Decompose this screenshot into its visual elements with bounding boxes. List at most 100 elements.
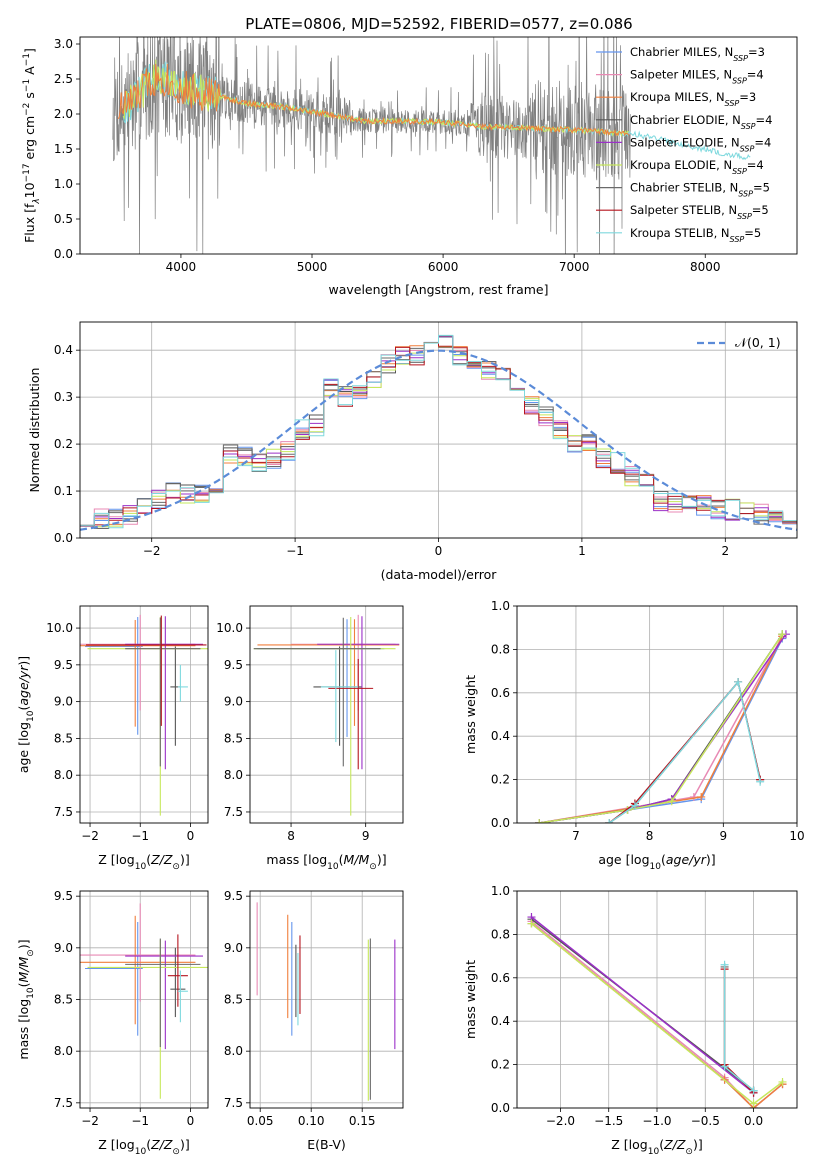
x-axis-label: mass [log10(M/M⊙)]: [266, 852, 386, 872]
y-tick-label: 7.5: [224, 1096, 243, 1110]
axes-frame: [79, 605, 209, 824]
legend-label-normal: 𝒩(0, 1): [735, 335, 781, 350]
x-axis-label: Z [log10(Z/Z⊙)]: [98, 852, 189, 872]
legend-label: Kroupa ELODIE, NSSP=4: [630, 158, 764, 176]
x-tick-label: 0: [435, 544, 443, 558]
plot-area: [80, 334, 797, 531]
plot-area: [256, 902, 396, 1101]
y-tick-label: 0.4: [491, 729, 510, 743]
x-tick-label: −1.5: [594, 1114, 623, 1128]
y-tick-label: 9.0: [54, 695, 73, 709]
y-tick-label: 0.8: [491, 642, 510, 656]
plot-area: [80, 614, 208, 816]
y-tick-label: 9.0: [54, 941, 73, 955]
y-tick-label: 8.0: [54, 768, 73, 782]
x-tick-label: 0: [187, 829, 195, 843]
axes-frame: [79, 36, 798, 255]
normal-curve-line: [80, 349, 797, 531]
y-tick-label: 0.0: [54, 531, 73, 545]
x-tick-label: −1: [131, 1114, 149, 1128]
x-tick-label: 10: [789, 829, 804, 843]
figure-title: PLATE=0806, MJD=52592, FIBERID=0577, z=0…: [245, 15, 632, 33]
x-axis-label: Z [log10(Z/Z⊙)]: [611, 1137, 702, 1157]
mass-weight-marker: [756, 777, 765, 786]
y-tick-label: 9.0: [224, 695, 243, 709]
axes-mass-vs-Z: −2 −1 0 7.5 8.0 8.5 9.0 9.5 Z [log10(Z/Z⊙)] mass …: [16, 889, 209, 1157]
x-tick-label: 4000: [166, 260, 197, 274]
y-tick-label: 1.0: [491, 884, 510, 898]
y-tick-label: 7.5: [224, 805, 243, 819]
x-tick-label: 5000: [297, 260, 328, 274]
y-tick-label: 0.6: [491, 971, 510, 985]
legend-label: Kroupa STELIB, NSSP=5: [630, 226, 761, 244]
mass-weight-line: [531, 916, 755, 1094]
x-tick-label: −2: [81, 1114, 99, 1128]
axes-frame: [249, 605, 404, 824]
histogram-step-line: [80, 334, 797, 529]
mass-weight-marker: [527, 919, 536, 928]
y-tick-label: 8.5: [54, 731, 73, 745]
x-tick-label: 9: [362, 829, 370, 843]
axes-age-vs-mass: 8 9 7.5 8.0 8.5 9.0 9.5 10.0 mass [log10(M/M⊙)]: [216, 605, 404, 872]
y-tick-label: 0.2: [54, 437, 73, 451]
y-tick-label: 1.5: [54, 142, 73, 156]
y-tick-label: 2.5: [54, 72, 73, 86]
y-tick-label: 8.5: [224, 993, 243, 1007]
x-tick-label: 0: [187, 1114, 195, 1128]
x-tick-label: −2.0: [546, 1114, 575, 1128]
y-tick-label: 9.5: [54, 889, 73, 903]
x-axis-label: wavelength [Angstrom, rest frame]: [328, 282, 548, 297]
mass-weight-marker: [697, 792, 706, 801]
y-tick-label: 0.4: [491, 1014, 510, 1028]
mass-weight-marker: [778, 1077, 787, 1086]
x-tick-label: 0.0: [744, 1114, 763, 1128]
mass-weight-marker: [630, 801, 639, 810]
y-tick-label: 8.0: [224, 1044, 243, 1058]
y-tick-label: 0.0: [491, 1101, 510, 1115]
mass-weight-line: [608, 680, 761, 823]
y-axis-label: Flux [fλ10−17 erg cm−2 s−1 A−1]: [22, 48, 42, 243]
legend-spectrum: Chabrier MILES, NSSP=3 Salpeter MILES, NS…: [596, 45, 772, 243]
x-tick-label: −0.5: [691, 1114, 720, 1128]
x-tick-label: 1: [578, 544, 586, 558]
x-tick-label: 6000: [428, 260, 459, 274]
x-axis-label: E(B-V): [307, 1137, 346, 1152]
x-tick-label: −2: [81, 829, 99, 843]
x-tick-label: 8: [287, 829, 295, 843]
y-axis-label: mass weight: [463, 675, 478, 754]
y-tick-label: 0.0: [54, 247, 73, 261]
legend-label: Chabrier MILES, NSSP=3: [630, 45, 765, 63]
axes-age-vs-Z: −2 −1 0 7.5 8.0 8.5 9.0 9.5 10.0 Z [log10(Z/Z⊙)] a…: [16, 605, 209, 872]
y-tick-label: 0.8: [491, 927, 510, 941]
mass-weight-marker: [720, 1062, 729, 1071]
x-tick-label: 0.10: [298, 1114, 325, 1128]
x-axis-label: age [log10(age/yr)]: [598, 852, 715, 872]
y-tick-label: 9.5: [224, 658, 243, 672]
x-tick-label: −1: [131, 829, 149, 843]
x-axis-label: Z [log10(Z/Z⊙)]: [98, 1137, 189, 1157]
mass-weight-marker: [778, 630, 787, 639]
y-tick-label: 8.0: [224, 768, 243, 782]
plot-area: [535, 630, 790, 823]
y-tick-label: 8.5: [224, 731, 243, 745]
mass-weight-marker: [749, 1086, 758, 1095]
y-tick-label: 0.4: [54, 343, 73, 357]
y-tick-label: 9.5: [224, 889, 243, 903]
y-tick-label: 1.0: [491, 599, 510, 613]
x-tick-label: −2: [143, 544, 161, 558]
y-tick-label: 2.0: [54, 107, 73, 121]
y-tick-label: 3.0: [54, 37, 73, 51]
x-tick-label: 2: [721, 544, 729, 558]
y-tick-label: 10.0: [216, 621, 243, 635]
x-tick-label: 7: [572, 829, 580, 843]
mass-weight-marker: [667, 797, 676, 806]
y-tick-label: 0.6: [491, 686, 510, 700]
axes-massweight-vs-age: 7 8 9 10 0.0 0.2 0.4 0.6 0.8 1.0 age [log10(age/yr…: [463, 599, 805, 872]
y-axis-label: mass weight: [463, 960, 478, 1039]
mass-weight-marker: [734, 677, 743, 686]
plot-area: [80, 903, 208, 1099]
mass-weight-marker: [749, 1099, 758, 1108]
x-tick-label: 0.15: [349, 1114, 376, 1128]
